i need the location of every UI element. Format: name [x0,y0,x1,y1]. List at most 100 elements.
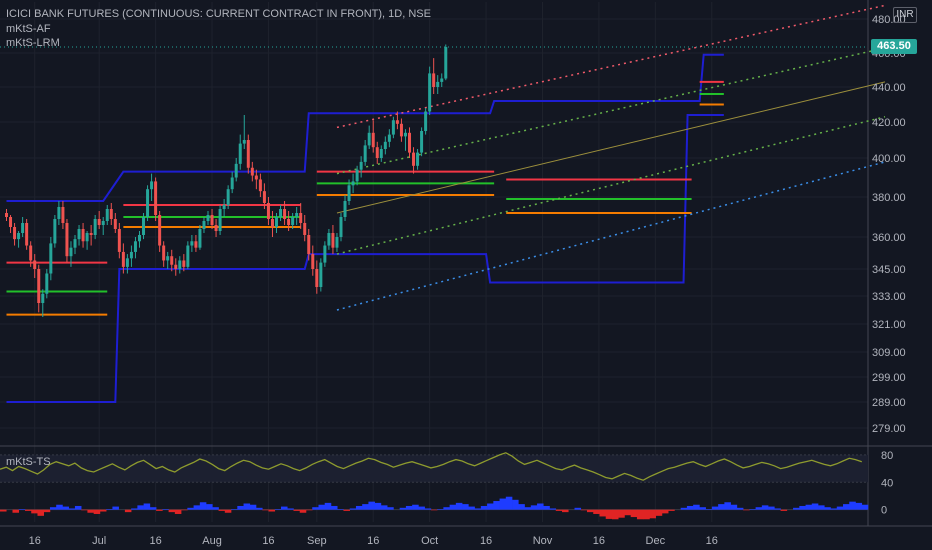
candle-body [440,78,444,82]
candle-body [412,152,416,166]
price-tick-label: 420.00 [872,117,906,129]
histogram-bar [399,507,407,510]
histogram-bar [355,505,363,510]
candle-body [371,132,375,148]
histogram-bar [274,509,282,510]
candle-body [258,179,262,192]
candle-body [166,256,170,261]
histogram-bar [337,509,344,510]
histogram-bar [93,509,101,514]
histogram-bar [74,505,82,510]
histogram-bar [418,506,425,510]
histogram-bar [43,509,51,513]
histogram-bar [62,506,69,510]
histogram-bar [81,509,88,511]
histogram-bar [168,509,176,513]
oscillator-tick-label: 0 [881,505,887,517]
histogram-bar [562,509,569,513]
candle-body [242,140,246,144]
price-tick-label: 309.00 [872,347,906,359]
time-tick-label: Sep [307,535,327,547]
histogram-bar [824,507,831,510]
time-tick-label: 16 [29,535,41,547]
candle-body [198,229,202,248]
chart-grid [0,0,932,527]
candle-body [5,213,8,217]
candle-body [133,241,137,252]
candle-body [49,243,53,274]
histogram-bar [487,503,494,510]
indicator-label-ts[interactable]: mKtS-TS [6,456,51,468]
histogram-bar [455,502,463,510]
candle-body [254,175,258,180]
candle-body [97,219,101,225]
candle-body [246,140,250,168]
indicator-label-lrm[interactable]: mKtS-LRM [6,37,60,49]
candle-body [319,262,323,287]
candle-body [105,209,109,221]
histogram-bar [836,506,844,510]
histogram-bar [256,507,263,510]
candle-body [291,217,295,225]
candle-body [37,269,41,303]
candle-body [45,273,49,294]
histogram-bar [137,505,144,510]
candle-body [436,81,440,87]
candle-body [303,223,307,235]
candle-body [61,207,65,223]
time-axis: 16 Jul 16 Aug 16 Sep 16 Oct 16 Nov 16 Dec 16 [29,535,718,547]
time-tick-label: Oct [421,535,438,547]
histogram-bar [718,504,725,510]
candle-body [81,229,85,242]
histogram-bar [524,507,532,510]
histogram-bar [530,505,538,510]
histogram-bar [124,509,132,513]
histogram-bar [555,509,563,511]
regression-line [336,161,886,311]
histogram-bar [811,503,819,510]
candle-body [315,269,319,287]
candle-body [214,225,218,231]
price-tick-label: 289.00 [872,397,906,409]
candle-body [93,219,97,235]
histogram-bar [512,499,519,510]
histogram-bar [443,507,450,510]
candle-body [234,163,238,178]
candle-body [162,245,166,261]
candle-body [403,132,407,137]
oscillator-tick-label: 40 [881,477,893,489]
candle-body [150,181,154,190]
histogram-bar [318,504,326,510]
indicator-label-af[interactable]: mKtS-AF [6,23,51,35]
candle-body [57,207,61,219]
histogram-bar [793,507,800,510]
histogram-bar [636,509,644,520]
histogram-bar [49,507,57,510]
candle-body [262,191,266,203]
regression-line [336,116,886,255]
candle-body [158,215,162,246]
candle-body [9,217,13,227]
histogram-bar [586,509,594,513]
histogram-bar [0,509,7,512]
time-tick-label: 16 [706,535,718,547]
candle-body [146,189,150,217]
histogram-bar [480,505,488,510]
histogram-bar [162,509,169,510]
candle-body [351,181,355,186]
candle-body [25,223,29,246]
candle-body [182,260,186,267]
candle-body [311,254,315,269]
histogram-bar [87,509,94,513]
price-tick-label: 400.00 [872,153,906,165]
histogram-bar [18,509,26,510]
candle-body [73,239,77,248]
histogram-bar [668,509,675,511]
histogram-bar [187,507,194,510]
histogram-bar [181,509,188,511]
currency-badge[interactable]: INR [893,7,917,23]
candle-body [137,235,141,242]
oscillator-line [0,452,863,481]
candle-body [21,223,25,233]
